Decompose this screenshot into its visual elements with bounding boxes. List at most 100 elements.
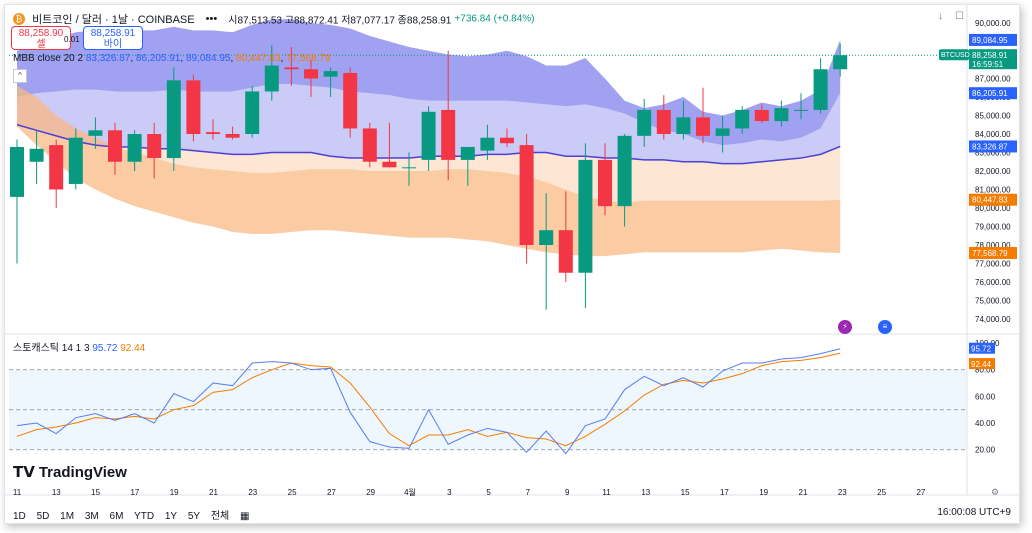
tf-1d[interactable]: 1D	[13, 511, 26, 522]
candle	[794, 93, 808, 120]
stoch-d-tag-bg	[969, 358, 995, 370]
tag-countdown: 16:59:51	[972, 60, 1004, 69]
clock[interactable]: 16:00:08 UTC+9	[937, 507, 1011, 518]
mbb-upper2: 89,084.95	[185, 53, 231, 64]
candle	[186, 74, 201, 142]
candle	[441, 50, 456, 181]
candle-body	[10, 146, 24, 197]
time-tick-label: 17	[720, 488, 729, 497]
candle-body	[284, 67, 299, 70]
candle	[402, 152, 416, 186]
tf-3m[interactable]: 3M	[84, 511, 99, 522]
tradingview-logo[interactable]: 𝗧𝗩 TradingView	[13, 464, 127, 481]
buy-button[interactable]: 88,258.91 바이	[83, 26, 143, 50]
candle-body	[754, 109, 769, 122]
candle-body	[421, 111, 436, 160]
price-tick-label: 87,000.00	[975, 75, 1011, 84]
candle-body	[774, 108, 789, 122]
time-tick-label: 5	[486, 488, 491, 497]
tag-last-bg	[969, 49, 1017, 70]
tag-basis: 83,326.87	[972, 142, 1008, 151]
price-pane	[9, 19, 967, 310]
candle-body	[558, 230, 573, 273]
sell-button[interactable]: 88,258.90 셀	[11, 26, 71, 50]
candle-body	[29, 148, 44, 162]
stoch-legend[interactable]: 스토캐스틱 14 1 3 95.72 92.44	[13, 339, 145, 354]
candle-body	[441, 109, 456, 160]
candle	[735, 106, 750, 134]
candle-body	[735, 109, 750, 129]
price-tick-label: 83,000.00	[975, 149, 1011, 158]
candle-body	[813, 69, 828, 110]
tf-5y[interactable]: 5Y	[187, 511, 201, 522]
time-tick-label: 17	[130, 488, 139, 497]
stoch-k: 95.72	[92, 343, 118, 354]
mbb-name: MBB close 20 2	[13, 53, 84, 64]
candle	[68, 128, 83, 190]
candle-body	[676, 117, 691, 134]
price-tick-label: 79,000.00	[975, 223, 1011, 232]
stoch-tick-label: 80.00	[975, 366, 996, 375]
candle	[519, 134, 534, 264]
chart-window: 90,000.0089,000.0088,000.0087,000.0086,0…	[4, 4, 1020, 524]
candle	[88, 117, 103, 149]
tag-upper2: 89,084.95	[972, 36, 1008, 45]
time-tick-label: 21	[799, 488, 808, 497]
us-flag-icon[interactable]: ≡	[878, 320, 892, 334]
tf-1y[interactable]: 1Y	[164, 511, 178, 522]
candle-body	[343, 72, 358, 129]
price-tick-label: 78,000.00	[975, 241, 1011, 250]
tag-lower1: 80,447.83	[972, 196, 1008, 205]
mbb-lower2: 77,568.79	[286, 53, 331, 64]
calendar-icon[interactable]: ▦	[240, 511, 250, 522]
price-tick-label: 81,000.00	[975, 186, 1011, 195]
candle	[10, 139, 24, 264]
time-tick-label: 19	[759, 488, 768, 497]
time-tick-label: 13	[52, 488, 61, 497]
price-tick-label: 74,000.00	[975, 315, 1011, 324]
candle	[833, 43, 848, 77]
candle	[108, 122, 122, 175]
candle-body	[245, 91, 260, 134]
candle-body	[166, 80, 181, 159]
flash-icon[interactable]: ⚡	[838, 320, 852, 334]
stoch-name: 스토캐스틱 14 1 3	[13, 343, 90, 354]
buy-price: 88,258.91	[90, 28, 136, 39]
candle	[500, 128, 514, 147]
tf-6m[interactable]: 6M	[109, 511, 124, 522]
tf-1m[interactable]: 1M	[60, 511, 75, 522]
time-tick-label: 11	[13, 488, 22, 497]
candle-body	[578, 159, 593, 273]
price-tick-label: 75,000.00	[975, 297, 1011, 306]
time-tick-label: 4월	[404, 487, 416, 497]
candle	[284, 47, 299, 86]
more-menu[interactable]: •••	[205, 13, 218, 25]
tag-lower1-bg	[969, 193, 1017, 206]
chart-canvas[interactable]: 90,000.0089,000.0088,000.0087,000.0086,0…	[5, 5, 1019, 523]
tf-5d[interactable]: 5D	[36, 511, 50, 522]
fullscreen-icon[interactable]: ☐	[955, 11, 964, 22]
collapse-legend-icon[interactable]: ^	[13, 69, 27, 83]
upper-outer-band	[17, 19, 841, 146]
arrow-down-icon[interactable]: ↓	[938, 11, 943, 22]
candle-body	[715, 128, 730, 136]
candle	[166, 67, 181, 171]
candle	[147, 122, 162, 179]
candle	[656, 95, 671, 140]
price-tick-label: 76,000.00	[975, 278, 1011, 287]
candle	[715, 115, 730, 153]
buy-label: 바이	[103, 39, 123, 50]
symbol-title[interactable]: 비트코인 / 달러 · 1날 · COINBASE	[32, 14, 195, 26]
candle	[696, 87, 710, 144]
tf-ytd[interactable]: YTD	[134, 511, 155, 522]
tf-all[interactable]: 전체	[210, 511, 230, 522]
time-tick-label: 25	[288, 488, 297, 497]
candle	[460, 146, 475, 186]
time-tick-label: 15	[91, 488, 100, 497]
price-tick-label: 80,000.00	[975, 204, 1011, 213]
candle	[206, 119, 220, 140]
candle-body	[68, 137, 83, 184]
mbb-legend[interactable]: MBB close 20 2 83,326.87, 86,205.91, 89,…	[13, 53, 331, 64]
candle-body	[402, 167, 416, 169]
time-tick-label: 23	[248, 488, 257, 497]
